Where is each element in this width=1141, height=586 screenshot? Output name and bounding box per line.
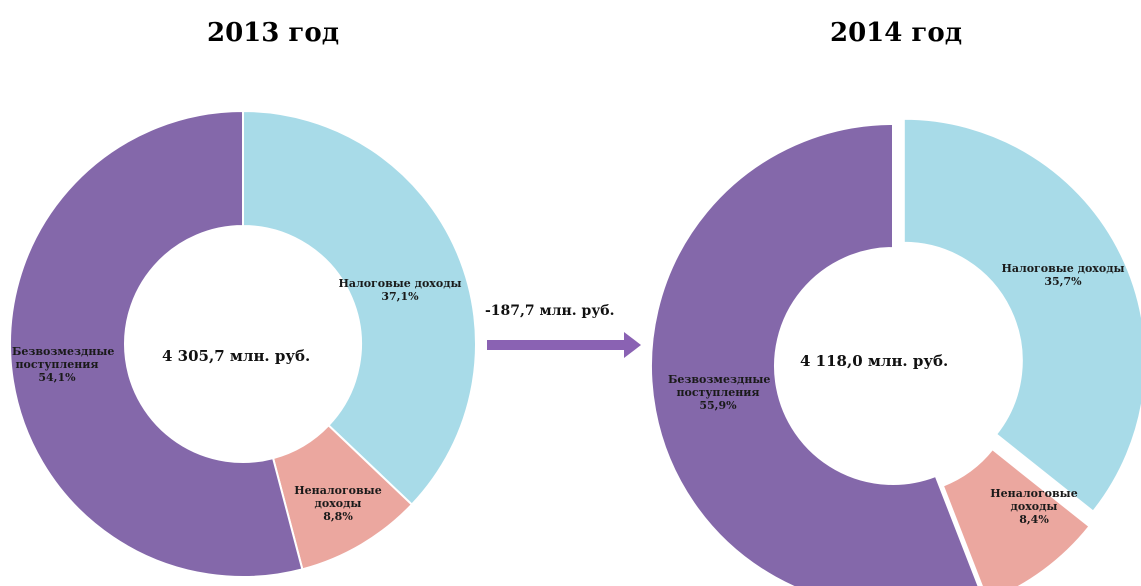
donut-slice-tax-2014 bbox=[902, 117, 1141, 513]
donut-slice-nontax-2014 bbox=[941, 447, 1091, 586]
center-total-2014: 4 118,0 млн. руб. bbox=[800, 352, 949, 370]
slice-label-tax-2014: Налоговые доходы 35,7% bbox=[1001, 262, 1125, 288]
center-total-2013: 4 305,7 млн. руб. bbox=[162, 347, 311, 365]
slice-label-grants-2014: Безвозмездные поступления 55,9% bbox=[668, 373, 771, 412]
donut-slice-grants-2014 bbox=[650, 122, 980, 586]
slice-label-grants-2013: Безвозмездные поступления 54,1% bbox=[12, 345, 115, 384]
donut-slice-grants-2013 bbox=[9, 109, 304, 578]
change-label: -187,7 млн. руб. bbox=[485, 303, 615, 319]
change-arrow-head bbox=[624, 332, 641, 358]
slice-label-tax-2013: Налоговые доходы 37,1% bbox=[338, 277, 462, 303]
chart-title-2013: 2013 год bbox=[207, 18, 340, 48]
donut-slice-tax-2013 bbox=[242, 109, 477, 506]
change-arrow-shaft bbox=[487, 340, 625, 350]
slice-label-nontax-2014: Неналоговые доходы 8,4% bbox=[990, 487, 1078, 526]
chart-title-2014: 2014 год bbox=[830, 18, 963, 48]
slice-label-nontax-2013: Неналоговые доходы 8,8% bbox=[294, 484, 382, 523]
